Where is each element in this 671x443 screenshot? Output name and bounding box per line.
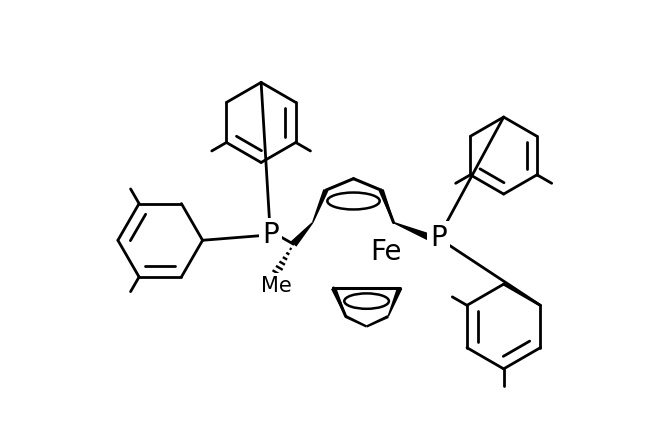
Polygon shape xyxy=(387,287,402,317)
Text: Fe: Fe xyxy=(370,238,402,266)
Text: P: P xyxy=(430,224,447,252)
Polygon shape xyxy=(291,222,313,247)
Text: Me: Me xyxy=(261,276,292,295)
Polygon shape xyxy=(366,315,389,327)
Polygon shape xyxy=(378,189,395,223)
Polygon shape xyxy=(393,222,433,241)
Text: P: P xyxy=(262,221,278,249)
Polygon shape xyxy=(312,189,328,223)
Polygon shape xyxy=(345,315,367,327)
Polygon shape xyxy=(331,287,346,317)
